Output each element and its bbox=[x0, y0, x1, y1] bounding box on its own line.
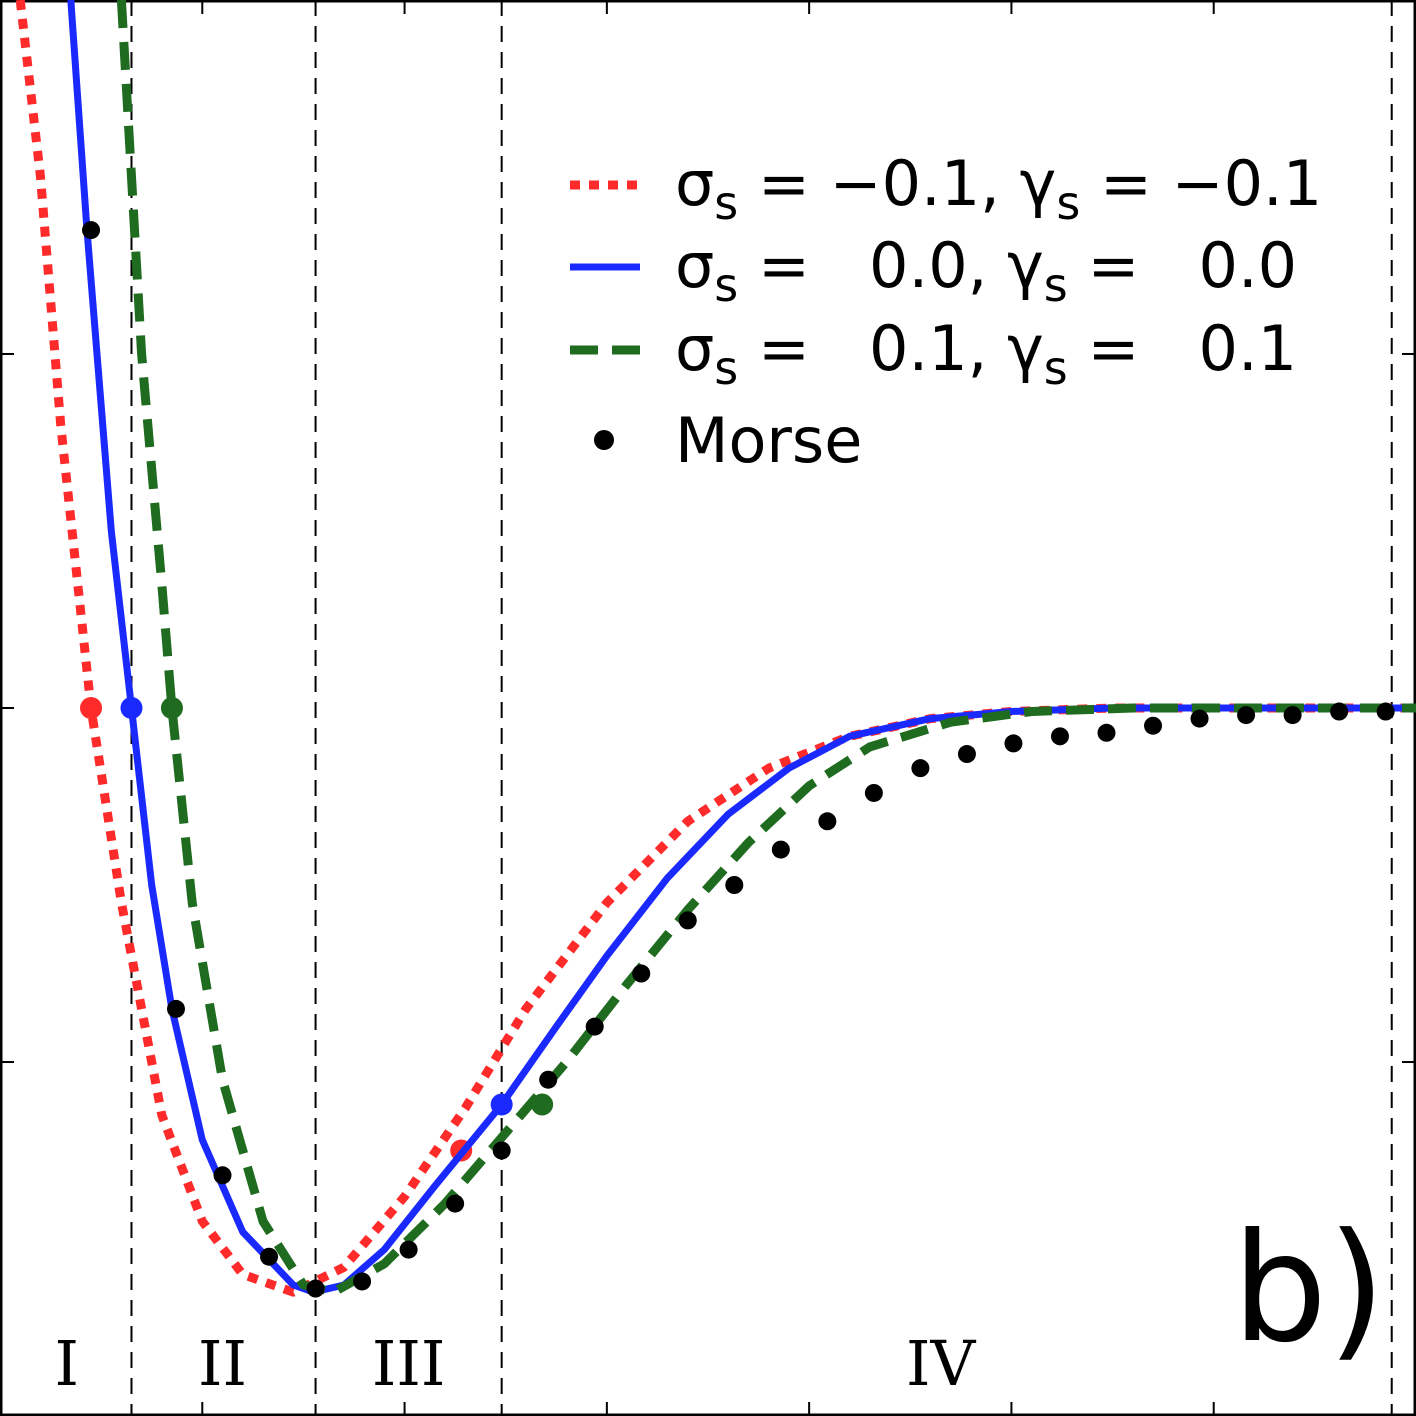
legend-entry-green: σs = 0.1, γs = 0.1 bbox=[675, 312, 1297, 395]
morse-point-26 bbox=[1330, 702, 1349, 721]
legend-entry-blue: σs = 0.0, γs = 0.0 bbox=[675, 229, 1297, 312]
region-label-1: II bbox=[198, 1327, 247, 1400]
series-1-marker-1 bbox=[490, 1093, 513, 1116]
morse-point-5 bbox=[353, 1272, 372, 1291]
morse-point-22 bbox=[1144, 716, 1163, 735]
morse-point-13 bbox=[725, 876, 744, 894]
morse-point-23 bbox=[1190, 709, 1209, 728]
morse-point-16 bbox=[864, 783, 883, 802]
series-line-1 bbox=[67, 0, 1416, 1296]
series-1 bbox=[67, 0, 1416, 1296]
morse-point-6 bbox=[399, 1240, 418, 1259]
morse-point-2 bbox=[213, 1166, 232, 1185]
series-layer bbox=[15, 0, 1416, 1298]
series-3 bbox=[82, 221, 1395, 1298]
morse-point-7 bbox=[446, 1194, 465, 1213]
region-label-2: III bbox=[372, 1327, 445, 1400]
morse-point-14 bbox=[771, 840, 790, 859]
legend: σs = −0.1, γs = −0.1 σs = 0.0, γs = 0.0 … bbox=[570, 147, 1322, 477]
region-label-0: I bbox=[55, 1327, 80, 1400]
morse-point-25 bbox=[1283, 706, 1302, 725]
series-line-0 bbox=[15, 0, 1416, 1297]
series-1-marker-0 bbox=[120, 697, 143, 719]
series-2-marker-1 bbox=[531, 1093, 554, 1116]
morse-point-12 bbox=[678, 911, 697, 930]
series-2 bbox=[116, 0, 1416, 1297]
morse-point-3 bbox=[260, 1247, 279, 1266]
morse-point-27 bbox=[1376, 702, 1395, 721]
morse-point-11 bbox=[632, 964, 651, 983]
morse-point-10 bbox=[585, 1017, 604, 1036]
morse-point-15 bbox=[818, 812, 837, 831]
morse-point-9 bbox=[539, 1070, 558, 1089]
series-line-2 bbox=[116, 0, 1416, 1297]
morse-point-19 bbox=[1004, 734, 1023, 753]
morse-point-20 bbox=[1050, 727, 1069, 746]
morse-point-8 bbox=[492, 1141, 511, 1160]
morse-point-0 bbox=[82, 221, 101, 240]
region-label-3: IV bbox=[906, 1327, 976, 1400]
series-2-marker-0 bbox=[160, 697, 183, 719]
legend-entry-red: σs = −0.1, γs = −0.1 bbox=[675, 147, 1322, 230]
legend-entry-morse: Morse bbox=[675, 404, 862, 477]
legend-swatch-morse bbox=[594, 430, 614, 450]
morse-point-17 bbox=[911, 759, 930, 778]
panel-label: b) bbox=[1232, 1202, 1386, 1376]
morse-point-18 bbox=[957, 745, 976, 764]
morse-point-21 bbox=[1097, 723, 1116, 742]
morse-point-1 bbox=[166, 999, 185, 1018]
morse-point-24 bbox=[1237, 706, 1256, 725]
morse-point-4 bbox=[306, 1279, 325, 1298]
region-labels: I II III IV bbox=[55, 1327, 977, 1400]
series-0-marker-0 bbox=[80, 697, 103, 719]
